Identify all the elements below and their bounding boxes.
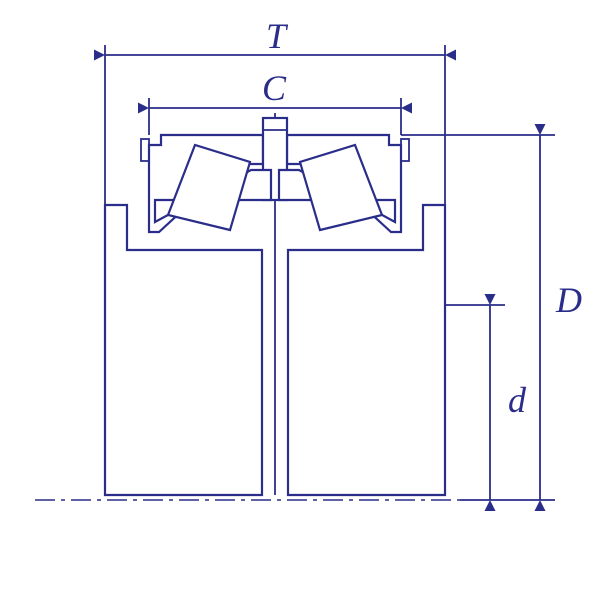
label-T: T <box>266 18 286 54</box>
label-D: D <box>556 282 582 318</box>
label-C: C <box>262 70 286 106</box>
label-d: d <box>508 382 526 418</box>
